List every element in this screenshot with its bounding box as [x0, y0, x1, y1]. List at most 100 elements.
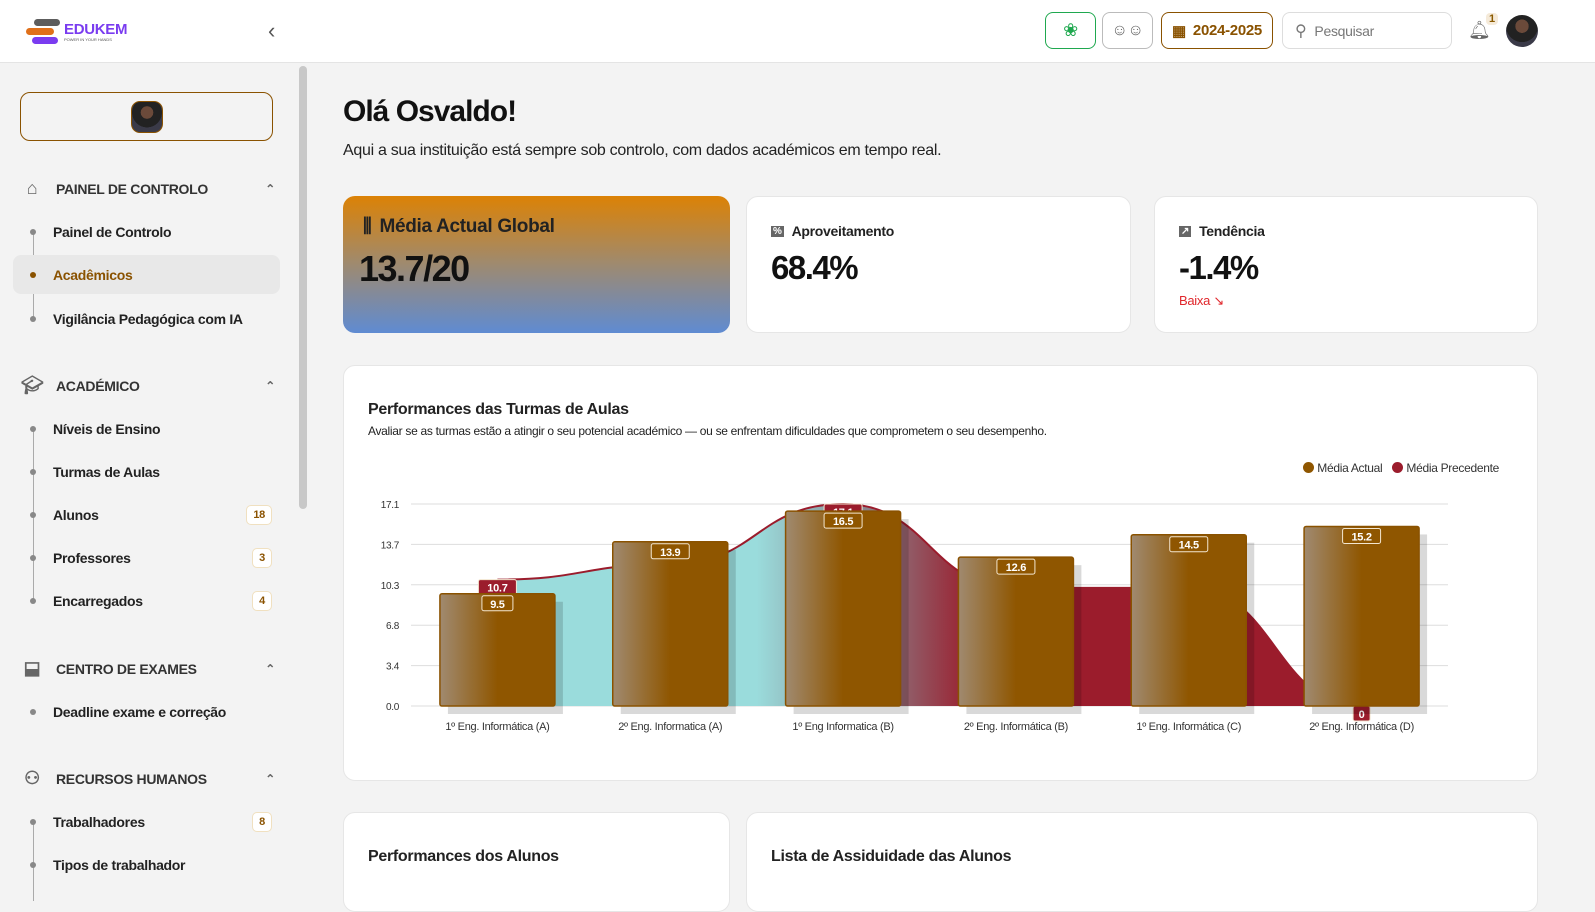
y-tick-label: 0.0	[386, 702, 400, 713]
data-label-actual-bg	[1169, 536, 1209, 553]
sidebar-item-academicos[interactable]: Acadêmicos	[13, 255, 280, 294]
section-recursos-humanos[interactable]: ⚇ RECURSOS HUMANOS ⌃	[20, 768, 275, 789]
trend-chart-icon: ↗	[1179, 225, 1192, 237]
section-title: PAINEL DE CONTROLO	[56, 180, 208, 197]
item-label: Níveis de Ensino	[53, 420, 161, 437]
sidebar-item-trabalhadores[interactable]: Trabalhadores 8	[13, 802, 280, 841]
kpi-label: Tendência	[1199, 223, 1265, 239]
students-performance-card: Performances dos Alunos	[343, 812, 730, 912]
bar-media-actual	[784, 510, 902, 707]
performance-chart: 0.03.46.810.313.717.110.71217.1101009.51…	[381, 500, 1448, 733]
data-label-actual: 9.5	[490, 599, 505, 611]
chart-card: Performances das Turmas de Aulas Avaliar…	[343, 365, 1538, 781]
legend-item-precedente[interactable]: Média Precedente	[1392, 461, 1499, 475]
data-label-precedente: 10.7	[487, 583, 507, 595]
tree-line	[33, 821, 34, 901]
sliders-icon: ⫼	[363, 216, 372, 237]
section-centro-de-exames[interactable]: ⬓ CENTRO DE EXAMES ⌃	[20, 658, 276, 679]
data-label-actual-bg	[481, 595, 514, 612]
sidebar-item-professores[interactable]: Professores 3	[13, 538, 280, 577]
profile-card[interactable]	[20, 92, 273, 141]
kpi-value: 13.7/20	[359, 248, 470, 289]
kpi-global-average: ⫼ Média Actual Global 13.7/20	[343, 196, 730, 333]
kpi-label: Média Actual Global	[379, 216, 555, 237]
chevron-up-icon: ⌃	[265, 771, 275, 786]
logo-tagline: POWER IN YOUR HANDS	[64, 36, 112, 42]
users-button[interactable]: ☺☺	[1102, 12, 1153, 49]
x-tick-label: 2º Eng. Informática (B)	[964, 721, 1068, 733]
card-title: Lista de Assiduidade das Alunos	[771, 848, 1012, 865]
search-input[interactable]: ⚲ Pesquisar	[1282, 12, 1452, 49]
school-year-button[interactable]: ▦ 2024-2025	[1161, 12, 1273, 49]
profile-avatar	[130, 100, 163, 133]
item-label: Painel de Controlo	[53, 223, 172, 240]
item-label: Encarregados	[53, 592, 143, 609]
data-label-actual: 13.9	[660, 547, 680, 559]
item-label: Tipos de trabalhador	[53, 856, 186, 873]
chart-title: Performances das Turmas de Aulas	[368, 401, 629, 418]
sidebar-scrollbar[interactable]	[299, 66, 307, 509]
section-title: CENTRO DE EXAMES	[56, 660, 197, 677]
bar-media-actual	[1303, 525, 1420, 707]
item-label: Vigilância Pedagógica com IA	[53, 310, 243, 327]
logo-text: EDUKEM	[64, 20, 128, 38]
notification-badge: 1	[1486, 13, 1498, 25]
home-icon: ⌂	[26, 178, 38, 198]
bar-media-actual	[957, 556, 1075, 707]
section-painel-de-controlo[interactable]: ⌂ PAINEL DE CONTROLO ⌃	[20, 178, 276, 199]
top-bar: EDUKEM POWER IN YOUR HANDS ‹ ❀ ☺☺ ▦ 2024-2…	[0, 0, 1595, 63]
attendance-card: Lista de Assiduidade das Alunos	[746, 812, 1538, 912]
x-tick-label: 1º Eng. Informática (C)	[1136, 721, 1241, 733]
sidebar-item-encarregados[interactable]: Encarregados 4	[13, 581, 280, 620]
item-label: Acadêmicos	[53, 266, 133, 283]
kpi-value: 68.4%	[771, 249, 859, 286]
y-tick-label: 3.4	[386, 662, 400, 673]
chevron-up-icon: ⌃	[265, 378, 275, 393]
collapse-sidebar-icon[interactable]: ‹	[268, 18, 276, 43]
data-label-actual-bg	[996, 558, 1036, 575]
item-label: Turmas de Aulas	[53, 463, 160, 480]
sidebar-item-alunos[interactable]: Alunos 18	[13, 495, 280, 534]
sidebar-item-tipos-trabalhador[interactable]: Tipos de trabalhador	[13, 845, 280, 884]
data-label-actual: 15.2	[1351, 531, 1371, 543]
sidebar-item-vigilancia[interactable]: Vigilância Pedagógica com IA	[13, 299, 280, 338]
sidebar-item-painel-de-controlo[interactable]: Painel de Controlo	[13, 212, 280, 251]
section-title: RECURSOS HUMANOS	[56, 770, 207, 787]
support-button[interactable]: ❀	[1045, 12, 1096, 49]
count-badge: 3	[252, 547, 272, 568]
section-title: ACADÉMICO	[56, 377, 140, 394]
data-label-actual-bg	[823, 512, 863, 529]
chevron-up-icon: ⌃	[265, 181, 275, 196]
user-avatar[interactable]	[1506, 15, 1538, 47]
sidebar-item-deadline[interactable]: Deadline exame e correção	[13, 692, 280, 731]
school-year-label: 2024-2025	[1192, 22, 1262, 39]
kpi-tendencia: ↗ Tendência -1.4% Baixa ↘	[1154, 196, 1538, 333]
team-icon: ⚇	[24, 768, 40, 788]
count-badge: 18	[246, 504, 272, 525]
calendar-icon: ▦	[1172, 22, 1186, 40]
bell-icon[interactable]: 🔔︎	[1468, 20, 1491, 40]
section-academico[interactable]: 🎓︎ ACADÉMICO ⌃	[20, 375, 276, 396]
y-tick-label: 6.8	[386, 621, 400, 632]
bar-media-actual	[1130, 533, 1247, 707]
bar-media-actual	[439, 593, 556, 707]
sidebar: ⌂ PAINEL DE CONTROLO ⌃ Painel de Controlo …	[0, 63, 300, 901]
x-tick-label: 1º Eng. Informática (A)	[445, 721, 549, 733]
page-subtitle: Aqui a sua instituição está sempre sob c…	[343, 142, 942, 159]
search-icon: ⚲	[1295, 22, 1307, 40]
legend-label: Média Precedente	[1406, 461, 1499, 475]
logo[interactable]: EDUKEM POWER IN YOUR HANDS	[26, 18, 128, 46]
item-label: Alunos	[53, 506, 99, 523]
legend-item-actual[interactable]: Média Actual	[1303, 461, 1383, 475]
trend-status: Baixa ↘	[1179, 293, 1224, 309]
chevron-up-icon: ⌃	[265, 661, 275, 676]
sidebar-item-turmas[interactable]: Turmas de Aulas	[13, 452, 280, 491]
x-tick-label: 2º Eng. Informatica (A)	[618, 721, 722, 733]
data-label-actual: 14.5	[1179, 540, 1199, 552]
x-tick-label: 1º Eng Informatica (B)	[792, 721, 893, 733]
page-title: Olá Osvaldo!	[343, 95, 517, 128]
card-title: Performances dos Alunos	[368, 848, 559, 865]
y-tick-label: 17.1	[381, 500, 400, 511]
count-badge: 8	[252, 811, 272, 832]
sidebar-item-niveis[interactable]: Níveis de Ensino	[13, 409, 280, 448]
